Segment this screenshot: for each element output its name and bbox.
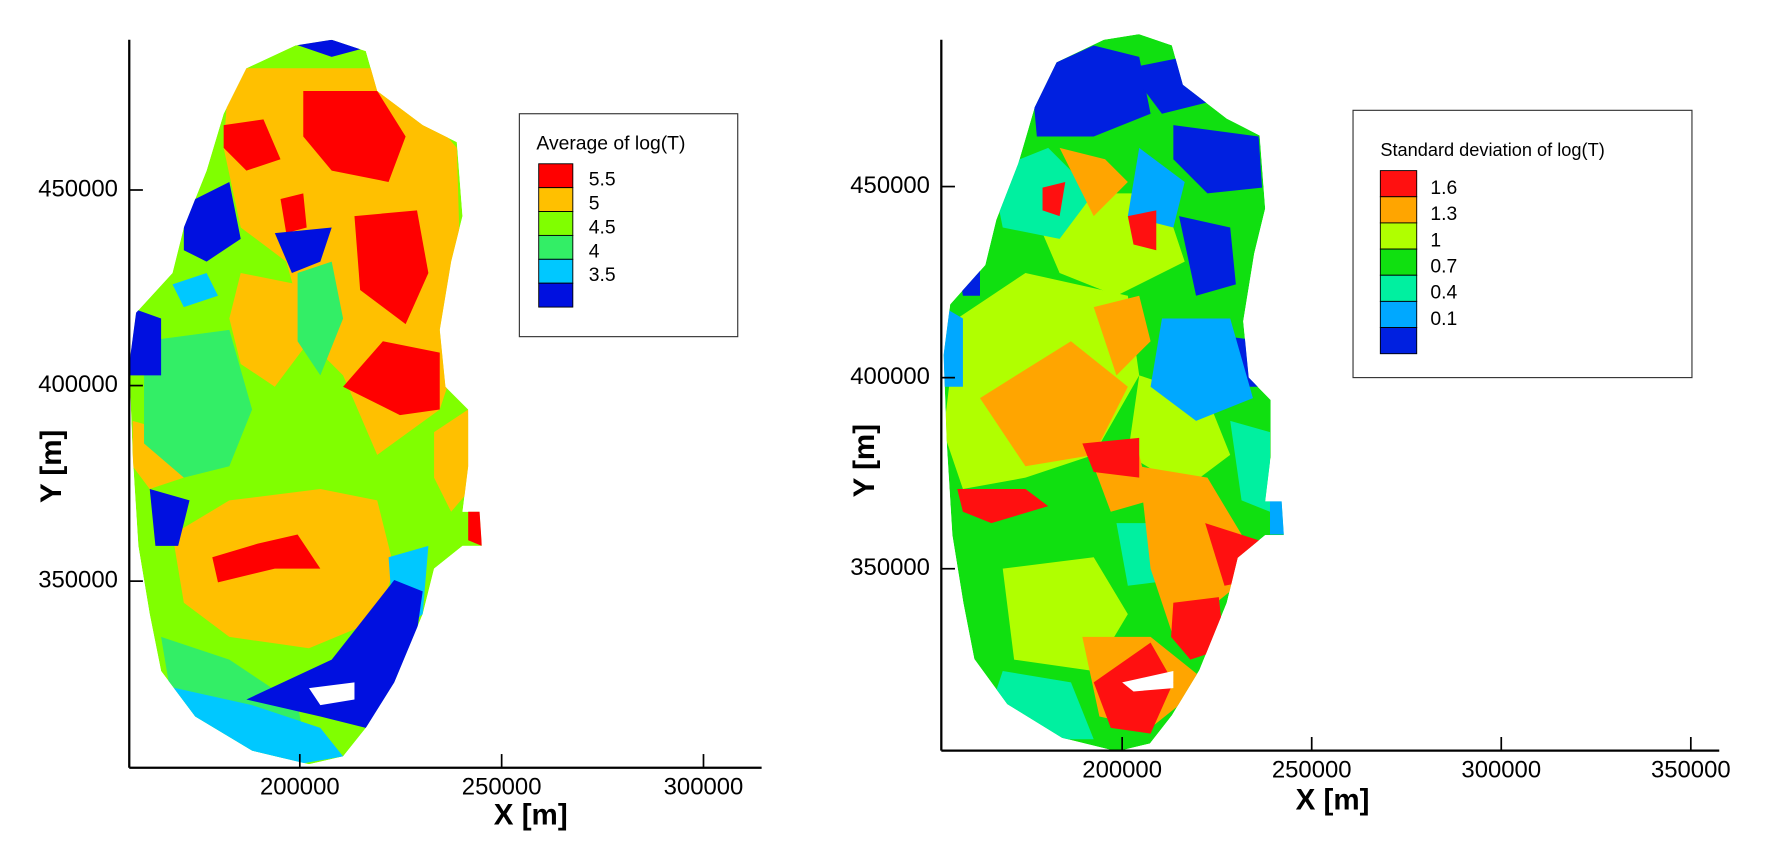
- contour-band: [979, 341, 1128, 467]
- legend-swatch: [1379, 222, 1418, 250]
- contour-band: [274, 227, 332, 273]
- x-tick-label: 200000: [260, 773, 340, 800]
- y-tick-label: 400000: [38, 371, 118, 398]
- legend-swatch: [538, 163, 574, 189]
- x-tick-label: 300000: [664, 773, 744, 800]
- x-tick-label: 350000: [1651, 756, 1731, 783]
- legend-title: Average of log(T): [536, 134, 685, 155]
- contour-band: [943, 307, 963, 387]
- y-tick-label: 450000: [850, 172, 930, 199]
- y-tick-label: 450000: [38, 175, 118, 202]
- contour-band: [1127, 210, 1157, 251]
- legend-swatch: [1379, 274, 1418, 302]
- legend: Standard deviation of log(T) 1.6 1.3 1 0.7 0.…: [1352, 109, 1693, 379]
- contour-band: [343, 341, 440, 416]
- contour-panel: 200000 250000 300000 350000 350000 400000 4500…: [848, 34, 1731, 817]
- contour-band: [434, 409, 471, 512]
- x-tick-label: 250000: [1272, 756, 1352, 783]
- legend-swatch: [538, 258, 574, 284]
- legend-label: 1.6: [1430, 178, 1457, 199]
- contour-band: [229, 272, 309, 387]
- contour-panel: 200000 250000 300000 350000 400000 450000 X [m…: [35, 39, 762, 831]
- legend-swatch: [1379, 300, 1418, 329]
- legend-label: 0.7: [1430, 256, 1457, 277]
- x-tick-label: 200000: [1082, 756, 1162, 783]
- contour-band: [1031, 45, 1151, 137]
- contour-band: [1139, 466, 1242, 637]
- contour-band: [246, 580, 423, 728]
- y-tick-label: 350000: [850, 554, 930, 581]
- legend-swatch: [538, 234, 574, 260]
- contour-band: [1042, 181, 1066, 217]
- legend-label: 4: [589, 241, 600, 262]
- y-tick-label: 400000: [850, 363, 930, 390]
- legend-label: 1: [1430, 230, 1441, 251]
- contour-band: [149, 489, 190, 546]
- contour-band: [1230, 420, 1271, 512]
- legend-label: 0.1: [1430, 309, 1457, 330]
- legend-swatch: [538, 282, 574, 308]
- contour-band: [172, 272, 218, 308]
- legend-label: 1.3: [1430, 204, 1457, 225]
- contour-band: [183, 181, 241, 262]
- x-axis-title: X [m]: [1296, 784, 1370, 817]
- contour-band: [212, 534, 321, 583]
- legend-swatch: [538, 211, 574, 236]
- contour-band: [1173, 125, 1263, 194]
- legend-swatch: [538, 187, 574, 212]
- y-tick-label: 350000: [38, 566, 118, 593]
- contour-band: [1150, 318, 1253, 421]
- y-axis-title: Y [m]: [848, 424, 881, 497]
- contour-band: [303, 90, 406, 182]
- legend-label: 4.5: [589, 217, 616, 238]
- legend-swatch: [1379, 327, 1418, 355]
- hole: [1122, 671, 1174, 692]
- contour-band: [172, 489, 395, 649]
- contour-field: [943, 34, 1284, 752]
- legend-label: 0.4: [1430, 283, 1457, 304]
- legend: Average of log(T) 5.55 4.5 4 3.5: [518, 113, 739, 338]
- x-tick-label: 300000: [1461, 756, 1541, 783]
- contour-band: [223, 119, 281, 171]
- contour-band: [957, 255, 980, 296]
- contour-band: [354, 210, 429, 325]
- legend-label: 5: [589, 193, 600, 214]
- contour-band: [1082, 437, 1140, 478]
- contour-band: [280, 193, 307, 234]
- legend-swatch: [1379, 248, 1418, 276]
- x-tick-label: 250000: [462, 773, 542, 800]
- contour-field: [129, 39, 482, 765]
- contour-band: [297, 261, 344, 376]
- hole: [308, 682, 355, 706]
- contour-band: [1270, 494, 1284, 535]
- legend-swatch: [1379, 196, 1418, 224]
- legend-swatch: [1379, 170, 1418, 198]
- x-axis-title: X [m]: [494, 798, 568, 831]
- legend-title: Standard deviation of log(T): [1380, 140, 1604, 160]
- y-axis-title: Y [m]: [35, 430, 68, 503]
- contour-band: [1127, 147, 1185, 228]
- contour-band: [1059, 147, 1128, 217]
- contour-band: [957, 489, 1049, 524]
- legend-label: 5.5: [589, 170, 616, 191]
- legend-label: 3.5: [589, 265, 616, 286]
- contour-band: [149, 682, 344, 765]
- contour-band: [129, 307, 162, 376]
- contour-band: [1179, 216, 1236, 296]
- contour-band: [468, 508, 482, 546]
- contour-band: [144, 329, 253, 478]
